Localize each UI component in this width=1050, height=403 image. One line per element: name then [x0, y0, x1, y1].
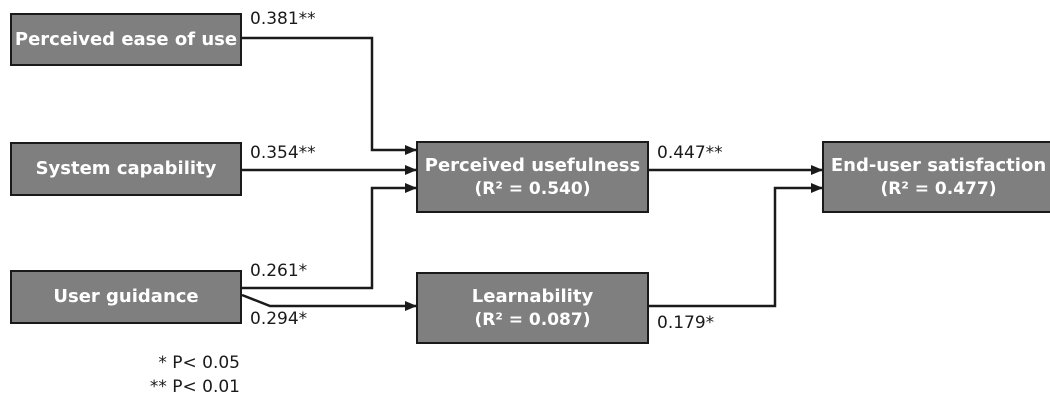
node-r-squared: (R² = 0.477): [880, 178, 997, 199]
coef-pu-eus: 0.447**: [657, 143, 723, 163]
node-end-user-satisfaction: End-user satisfaction (R² = 0.477): [822, 141, 1050, 213]
node-title: Learnability: [471, 286, 594, 308]
node-title: Perceived usefulness: [424, 155, 641, 177]
node-title: Perceived ease of use: [14, 28, 238, 50]
arrow-lr-to-eus: [649, 183, 823, 308]
node-r-squared: (R² = 0.540): [474, 178, 591, 199]
arrow-peou-to-pu: [242, 36, 417, 155]
node-title: User guidance: [53, 286, 199, 308]
node-r-squared: (R² = 0.087): [474, 309, 591, 330]
arrow-ug-to-lr: [241, 293, 417, 311]
node-user-guidance: User guidance: [10, 270, 242, 324]
node-title: System capability: [35, 158, 217, 180]
node-perceived-ease-of-use: Perceived ease of use: [10, 13, 242, 66]
coef-peou-pu: 0.381**: [250, 9, 316, 29]
significance-note-p05: * P< 0.05: [158, 353, 240, 373]
significance-note-p01: ** P< 0.01: [149, 377, 240, 397]
node-system-capability: System capability: [10, 142, 242, 196]
coef-lr-eus: 0.179*: [657, 313, 715, 333]
node-learnability: Learnability (R² = 0.087): [416, 272, 649, 344]
coef-sc-pu: 0.354**: [250, 143, 316, 163]
coef-ug-lr: 0.294*: [250, 309, 308, 329]
node-perceived-usefulness: Perceived usefulness (R² = 0.540): [416, 141, 649, 213]
arrow-ug-to-pu: [242, 183, 417, 290]
node-title: End-user satisfaction: [830, 155, 1047, 177]
coef-ug-pu: 0.261*: [250, 261, 308, 281]
